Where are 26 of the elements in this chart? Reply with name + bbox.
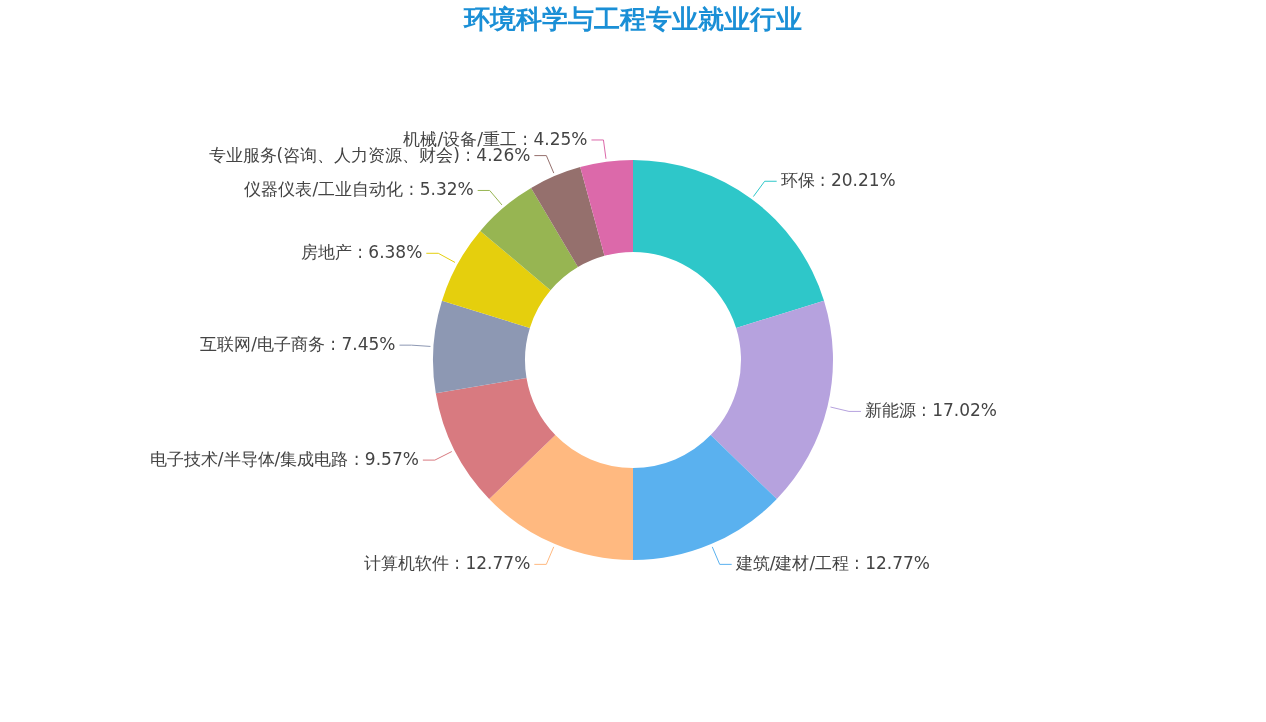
slice-label: 电子技术/半导体/集成电路 <box>149 449 349 470</box>
donut-slice <box>633 160 825 328</box>
data-label: : 6.38% <box>357 242 423 263</box>
data-label: : 12.77% <box>454 553 531 574</box>
data-label: : 9.57% <box>353 449 419 470</box>
slice-label: 环保 <box>780 170 815 191</box>
donut-slice <box>433 300 530 394</box>
slice-label: 仪器仪表/工业自动化 <box>244 179 404 200</box>
donut-slice <box>435 377 556 499</box>
slice-label: 房地产 <box>300 242 352 263</box>
slice-label: 互联网/电子商务 <box>200 334 325 355</box>
data-label: : 20.21% <box>819 170 896 191</box>
data-label: : 5.32% <box>408 179 474 200</box>
slice-label: 新能源 <box>864 400 916 421</box>
donut-slice <box>531 167 605 268</box>
donut-slice <box>480 187 578 291</box>
slice-label: 建筑/建材/工程 <box>734 553 850 574</box>
donut-slice <box>441 230 551 328</box>
donut-slice <box>580 160 633 256</box>
donut-slice <box>710 300 833 499</box>
data-label: : 17.02% <box>921 400 998 421</box>
chart-title: 环境科学与工程专业就业行业 <box>463 4 802 34</box>
data-label: : 7.45% <box>330 334 396 355</box>
data-label: : 12.77% <box>854 553 930 574</box>
data-label: : 4.25% <box>522 128 588 149</box>
slice-label: 计算机软件 <box>363 553 449 574</box>
